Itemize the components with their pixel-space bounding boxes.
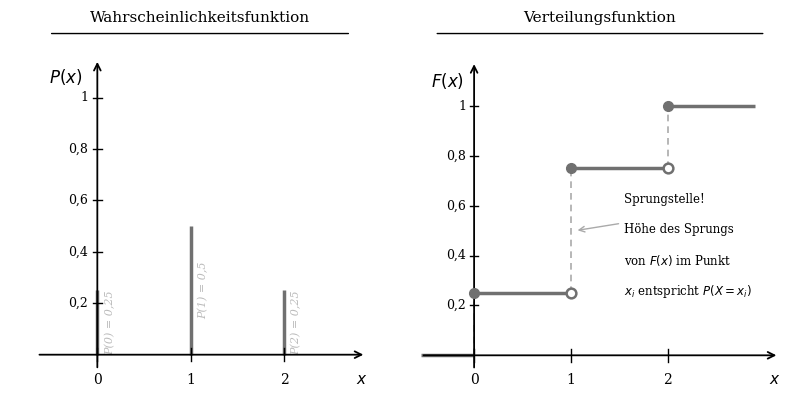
- Text: $F(x)$: $F(x)$: [430, 71, 463, 91]
- Text: Verteilungsfunktion: Verteilungsfunktion: [524, 11, 676, 25]
- Text: Wahrscheinlichkeitsfunktion: Wahrscheinlichkeitsfunktion: [90, 11, 310, 25]
- Text: 1: 1: [80, 91, 88, 104]
- Text: 0,8: 0,8: [68, 143, 88, 156]
- Text: von $F(x)$ im Punkt: von $F(x)$ im Punkt: [624, 253, 731, 268]
- Text: $x_i$ entspricht $P(X = x_i)$: $x_i$ entspricht $P(X = x_i)$: [624, 283, 752, 300]
- Text: 1: 1: [566, 373, 575, 387]
- Text: $P(x)$: $P(x)$: [49, 67, 82, 87]
- Text: 2: 2: [663, 373, 672, 387]
- Text: $x$: $x$: [356, 372, 367, 387]
- Text: 0,2: 0,2: [68, 297, 88, 310]
- Text: P(0) = 0,25: P(0) = 0,25: [105, 290, 115, 355]
- Text: Sprungstelle!: Sprungstelle!: [624, 194, 705, 206]
- Text: 0,6: 0,6: [68, 194, 88, 207]
- Text: 1: 1: [458, 100, 466, 113]
- Text: 0,8: 0,8: [446, 149, 466, 162]
- Text: P(2) = 0,25: P(2) = 0,25: [291, 290, 302, 355]
- Text: 0,4: 0,4: [68, 245, 88, 258]
- Text: 0,6: 0,6: [446, 199, 466, 213]
- Text: Höhe des Sprungs: Höhe des Sprungs: [624, 223, 734, 236]
- Text: 1: 1: [186, 372, 195, 387]
- Text: 0: 0: [93, 372, 102, 387]
- Text: 2: 2: [280, 372, 288, 387]
- Text: 0: 0: [470, 373, 478, 387]
- Text: $x$: $x$: [769, 373, 780, 387]
- Text: 0,4: 0,4: [446, 249, 466, 262]
- Text: 0,2: 0,2: [446, 299, 466, 312]
- Text: P(1) = 0,5: P(1) = 0,5: [198, 261, 209, 319]
